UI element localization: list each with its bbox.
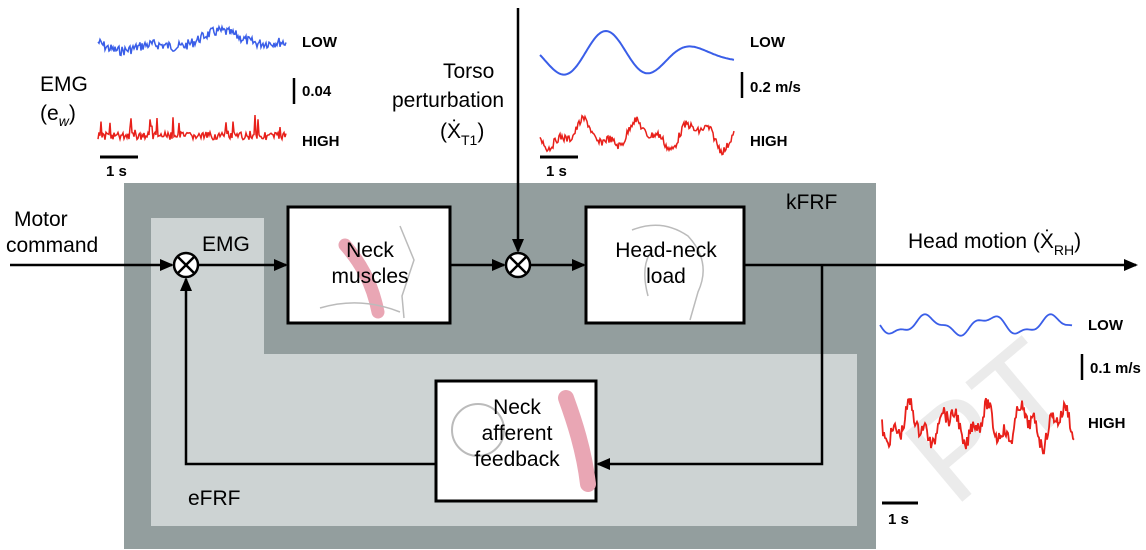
neck-muscles-label-1: Neck	[346, 239, 394, 262]
afferent-muscle-illustration	[558, 390, 596, 492]
emg-symbol: (ew)	[40, 102, 76, 129]
neck-muscle-illustration	[338, 238, 385, 319]
kfrf-label: kFRF	[786, 191, 837, 214]
head-neck-load-block: Head-neck load	[584, 205, 746, 325]
efrf-panel	[151, 218, 857, 526]
head-low-label: LOW	[1088, 317, 1124, 334]
torso-time-label: 1 s	[546, 163, 567, 180]
afferent-label-2: afferent	[482, 422, 553, 445]
head-low-trace	[879, 313, 1073, 337]
head-skull-illustration	[631, 224, 704, 321]
emg-low-trace	[97, 24, 287, 57]
torso-label-1: Torso	[443, 60, 494, 83]
head-time-label: 1 s	[888, 511, 909, 528]
feedback-path-arrow	[596, 265, 824, 470]
motor-command-line1: Motor	[14, 208, 68, 231]
signal-arrows	[10, 8, 1138, 470]
watermark-text: PT	[878, 311, 1099, 530]
torso-low-label: LOW	[750, 34, 786, 51]
head-high-label: HIGH	[1088, 415, 1126, 432]
head-high-trace	[881, 397, 1075, 455]
emg-scale-label: 0.04	[302, 83, 332, 100]
head-neck-load-label-2: load	[646, 265, 686, 288]
vestibular-illustration	[451, 403, 505, 457]
motor-command-line2: command	[6, 234, 98, 257]
neck-muscles-label-2: muscles	[331, 265, 408, 288]
torso-high-trace	[539, 114, 735, 156]
emg-summing-junction	[172, 251, 200, 279]
torso-high-label: HIGH	[750, 133, 788, 150]
efrf-label: eFRF	[188, 487, 241, 510]
afferent-label-1: Neck	[493, 396, 541, 419]
svg-text:Head motion (ẊRH): Head motion (ẊRH)	[908, 230, 1081, 258]
afferent-label-3: feedback	[474, 448, 560, 471]
neck-muscles-block: Neck muscles	[286, 205, 452, 325]
torso-symbol: (ẊT1)	[440, 120, 484, 148]
emg-low-label: LOW	[302, 34, 338, 51]
torso-summing-junction	[504, 251, 532, 279]
torso-low-trace	[539, 29, 735, 76]
torso-label-2: perturbation	[392, 89, 504, 112]
emg-node-label: EMG	[202, 233, 250, 256]
feedback-to-junction-arrow	[180, 277, 436, 466]
emg-title: EMG	[40, 73, 88, 96]
head-neck-load-label-1: Head-neck	[615, 239, 717, 262]
emg-high-trace	[97, 115, 287, 143]
head-motion-label: Head motion (ẊRH)	[908, 230, 1081, 258]
neck-afferent-feedback-block: Neck afferent feedback	[434, 379, 598, 503]
emg-time-label: 1 s	[106, 163, 127, 180]
head-scale-label: 0.1 m/s	[1090, 360, 1141, 377]
torso-scale-label: 0.2 m/s	[750, 79, 801, 96]
emg-high-label: HIGH	[302, 133, 340, 150]
